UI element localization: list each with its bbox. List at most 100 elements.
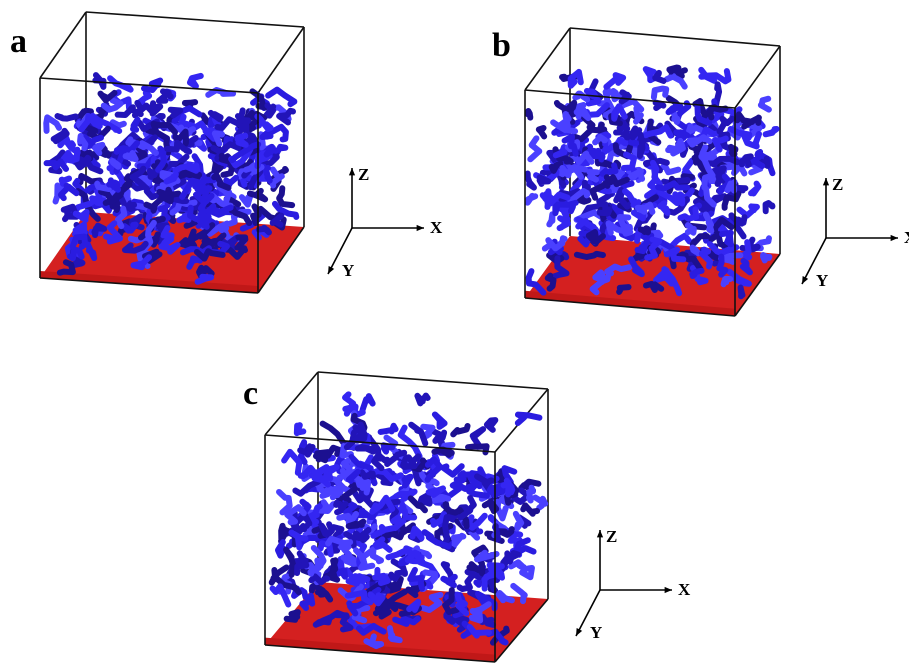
- polymer-chain: [528, 196, 536, 203]
- polymer-chain: [641, 228, 648, 232]
- polymer-chain: [413, 529, 422, 538]
- polymer-chain: [278, 542, 283, 555]
- axis-label: Z: [832, 175, 843, 194]
- box-edge: [318, 372, 548, 389]
- polymer-chain: [190, 76, 201, 86]
- polymer-chain: [358, 447, 373, 451]
- polymer-chain: [540, 177, 549, 183]
- polymer-chain: [362, 472, 373, 476]
- polymer-chain: [595, 272, 602, 282]
- axis-label: X: [430, 218, 443, 237]
- polymer-chain: [242, 196, 250, 205]
- z-axis-arrow-head: [597, 530, 603, 537]
- polymer-chain: [761, 99, 769, 110]
- polymer-chain: [171, 110, 181, 116]
- polymer-chain: [126, 153, 136, 159]
- polymer-chain: [267, 147, 276, 155]
- polymer-chain: [539, 128, 544, 136]
- polymer-chain: [673, 141, 683, 154]
- axis-label: Z: [606, 527, 617, 546]
- polymer-chain: [432, 431, 444, 441]
- polymer-chain: [560, 218, 568, 228]
- box-edge: [265, 372, 318, 435]
- polymer-chain: [364, 549, 381, 561]
- polymer-chain: [528, 174, 534, 188]
- polymer-chain: [530, 138, 539, 159]
- polymer-chain: [238, 237, 245, 250]
- polymer-chain: [742, 156, 751, 164]
- polymer-chain: [316, 452, 328, 460]
- polymer-chain: [266, 168, 270, 181]
- polymer-chain: [487, 420, 495, 430]
- panel-label: a: [10, 23, 27, 60]
- polymer-chain: [297, 425, 304, 433]
- polymer-chain: [562, 168, 581, 177]
- polymer-chain: [508, 485, 512, 494]
- polymer-chain: [469, 564, 479, 570]
- polymer-chain: [322, 524, 332, 535]
- polymer-chain: [95, 75, 103, 87]
- polymer-chain: [577, 108, 589, 118]
- polymer-chain: [739, 206, 757, 215]
- box-edge: [735, 46, 780, 108]
- polymer-chain: [268, 90, 294, 104]
- polymer-chain: [336, 503, 345, 508]
- polymer-chain: [259, 228, 269, 233]
- polymer-chain: [595, 137, 605, 142]
- polymer-chain: [436, 497, 448, 500]
- polymer-chain: [663, 167, 678, 172]
- polymer-chain: [159, 190, 178, 195]
- polymer-chain: [226, 178, 236, 185]
- polymer-chain: [349, 522, 364, 527]
- polymer-chain: [46, 117, 59, 131]
- polymer-chain: [656, 103, 664, 108]
- polymer-chain: [460, 576, 472, 589]
- polymer-chain: [454, 536, 463, 545]
- axis-label: X: [678, 580, 691, 599]
- polymer-chain: [385, 533, 402, 538]
- polymer-chain: [624, 155, 634, 168]
- box-edge: [40, 12, 86, 78]
- polymer-chain: [766, 203, 773, 211]
- polymer-chain: [499, 529, 511, 535]
- polymer-chain: [345, 394, 353, 413]
- polymer-chain: [693, 248, 699, 254]
- polymer-chain: [469, 516, 485, 528]
- polymer-chain: [638, 205, 653, 212]
- polymer-chain: [450, 479, 463, 495]
- panel-label: c: [243, 375, 258, 412]
- polymer-chain: [286, 550, 293, 575]
- polymer-chain: [606, 75, 623, 87]
- polymer-chain: [272, 127, 286, 140]
- polymer-chain: [743, 261, 750, 272]
- polymer-chain: [529, 488, 533, 501]
- polymer-chain: [95, 145, 102, 153]
- box-edge: [570, 28, 780, 46]
- axis-label: Y: [590, 623, 602, 642]
- polymer-chain: [151, 103, 161, 113]
- axis-label: X: [904, 228, 909, 247]
- polymer-chain: [669, 68, 685, 73]
- polymer-chain: [473, 429, 483, 445]
- polymer-chain: [660, 203, 667, 213]
- polymer-chain: [728, 182, 735, 191]
- polymer-chain: [482, 617, 493, 625]
- polymer-chain: [640, 135, 643, 156]
- polymer-chain: [403, 457, 415, 467]
- polymer-chain: [428, 459, 441, 480]
- box-edge: [86, 12, 304, 27]
- panel: aZXY: [10, 12, 443, 293]
- polymer-chain: [545, 240, 560, 248]
- z-axis-arrow-head: [349, 168, 355, 175]
- polymer-chain: [453, 426, 467, 434]
- z-axis-arrow-head: [823, 178, 829, 185]
- polymer-chain: [381, 426, 396, 432]
- polymer-chain: [499, 593, 512, 600]
- polymer-chain: [518, 415, 540, 423]
- polymer-chain: [655, 73, 663, 81]
- polymer-chain: [443, 577, 454, 585]
- polymer-chain: [70, 249, 82, 258]
- panel: c Z X Y: [243, 372, 691, 662]
- polymer-chain: [279, 188, 292, 205]
- x-axis-arrow-head: [665, 587, 672, 593]
